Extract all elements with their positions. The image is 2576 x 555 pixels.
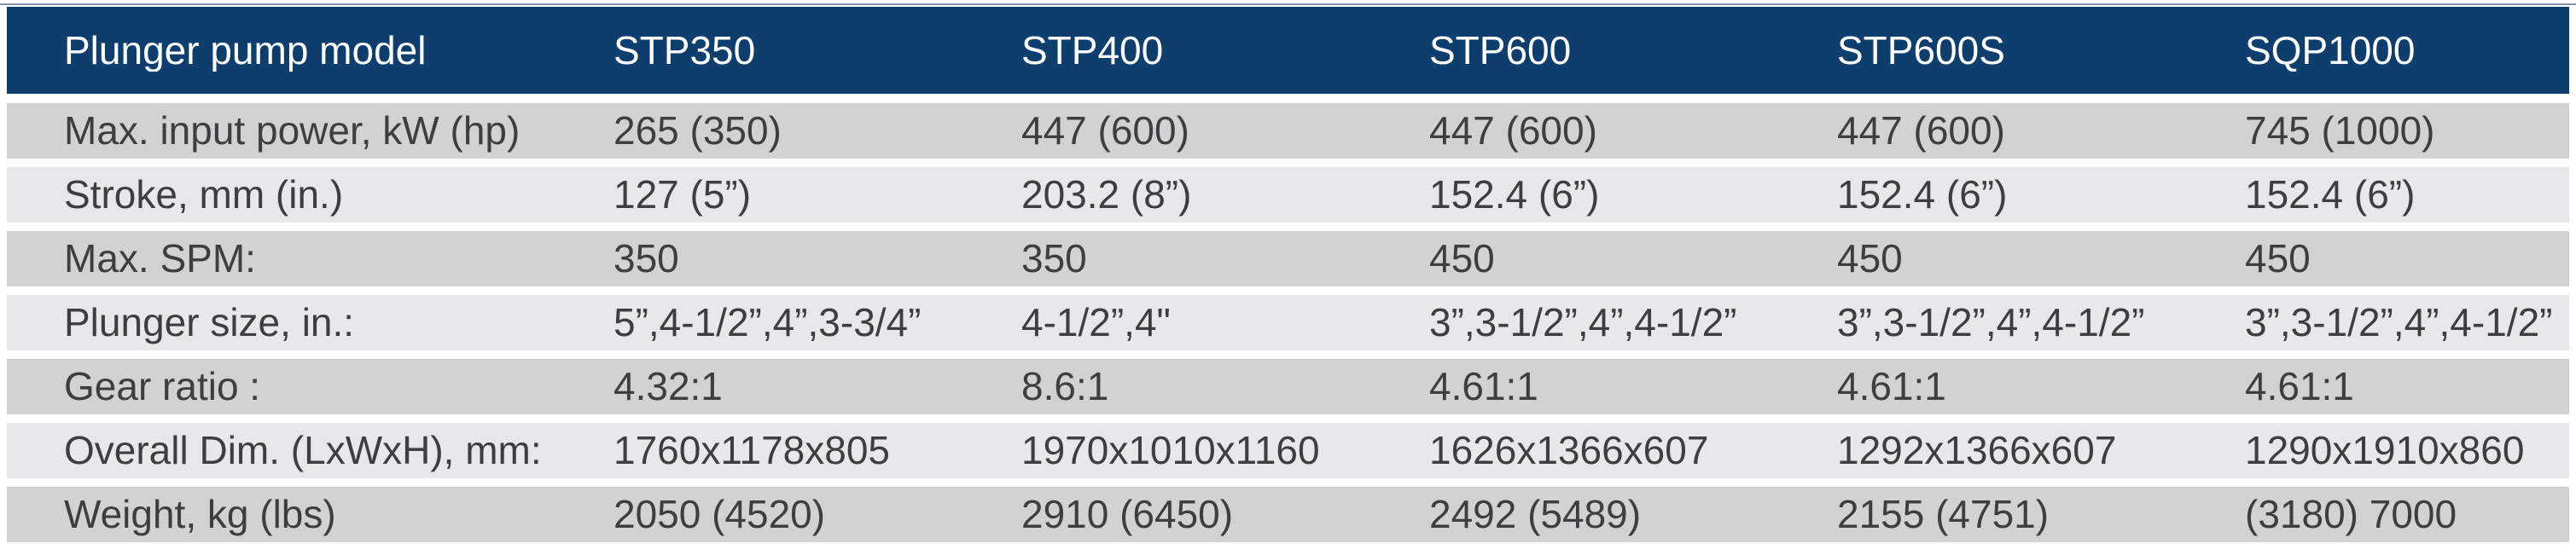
column-header-stp400: STP400 (1021, 28, 1164, 72)
value-cell: 447 (600) (1837, 109, 2005, 153)
value-cell: 450 (2245, 237, 2311, 280)
value-cell: 4.32:1 (613, 365, 723, 408)
row-label: Max. input power, kW (hp) (64, 109, 520, 153)
value-cell: 1970x1010x1160 (1021, 429, 1320, 472)
value-cell: 350 (613, 237, 679, 280)
value-cell: 447 (600) (1429, 109, 1597, 153)
column-header-stp600: STP600 (1429, 28, 1572, 72)
header-label: Plunger pump model (64, 28, 427, 72)
row-label: Plunger size, in.: (64, 301, 355, 344)
value-cell: 4.61:1 (1429, 365, 1538, 408)
row-label: Max. SPM: (64, 237, 256, 280)
column-header-stp350: STP350 (613, 28, 756, 72)
value-cell: 4-1/2”,4" (1021, 301, 1171, 344)
column-header-sqp1000: SQP1000 (2245, 28, 2416, 72)
value-cell: 127 (5”) (613, 173, 752, 217)
row-label: Stroke, mm (in.) (64, 173, 344, 217)
value-cell: 2492 (5489) (1429, 493, 1642, 536)
column-header-stp600s: STP600S (1837, 28, 2005, 72)
value-cell: 152.4 (6”) (2245, 173, 2416, 217)
value-cell: 745 (1000) (2245, 109, 2435, 153)
value-cell: 8.6:1 (1021, 365, 1109, 408)
table-row: Stroke, mm (in.) 127 (5”) 203.2 (8”) 152.4 … (7, 167, 2569, 223)
value-cell: (3180) 7000 (2245, 493, 2457, 536)
table-row: Max. input power, kW (hp) 265 (350) 447 (6… (7, 103, 2569, 159)
table-row: Weight, kg (lbs) 2050 (4520) 2910 (6450) 24… (7, 487, 2569, 542)
value-cell: 5”,4-1/2”,4”,3-3/4” (613, 301, 922, 344)
value-cell: 4.61:1 (2245, 365, 2354, 408)
value-cell: 3”,3-1/2”,4”,4-1/2” (1837, 301, 2145, 344)
value-cell: 3”,3-1/2”,4”,4-1/2” (2245, 301, 2553, 344)
value-cell: 450 (1837, 237, 1903, 280)
value-cell: 1292x1366x607 (1837, 429, 2117, 472)
value-cell: 2050 (4520) (613, 493, 826, 536)
table-row: Plunger size, in.: 5”,4-1/2”,4”,3-3/4” 4-1… (7, 295, 2569, 350)
row-label: Overall Dim. (LxWxH), mm: (64, 429, 542, 472)
value-cell: 2910 (6450) (1021, 493, 1234, 536)
value-cell: 450 (1429, 237, 1495, 280)
value-cell: 1626x1366x607 (1429, 429, 1709, 472)
table-row: Overall Dim. (LxWxH), mm: 1760x1178x805 19… (7, 423, 2569, 478)
value-cell: 2155 (4751) (1837, 493, 2050, 536)
value-cell: 4.61:1 (1837, 365, 1946, 408)
table-body: Max. input power, kW (hp) 265 (350) 447 (6… (7, 103, 2569, 542)
value-cell: 447 (600) (1021, 109, 1189, 153)
value-cell: 1290x1910x860 (2245, 429, 2525, 472)
row-label: Gear ratio : (64, 365, 261, 408)
value-cell: 265 (350) (613, 109, 782, 153)
top-border-line (0, 3, 2576, 5)
table-row: Gear ratio : 4.32:1 8.6:1 4.61:1 4.61:1 4.61:… (7, 359, 2569, 414)
row-label: Weight, kg (lbs) (64, 493, 336, 536)
value-cell: 1760x1178x805 (613, 429, 890, 472)
table-header-row: Plunger pump model STP350 STP400 STP600 … (7, 7, 2569, 94)
value-cell: 350 (1021, 237, 1087, 280)
value-cell: 203.2 (8”) (1021, 173, 1192, 217)
table-row: Max. SPM: 350 350 450 450 450 (7, 231, 2569, 286)
value-cell: 3”,3-1/2”,4”,4-1/2” (1429, 301, 1737, 344)
pump-spec-table: Plunger pump model STP350 STP400 STP600 … (7, 7, 2569, 542)
value-cell: 152.4 (6”) (1837, 173, 2008, 217)
value-cell: 152.4 (6”) (1429, 173, 1600, 217)
